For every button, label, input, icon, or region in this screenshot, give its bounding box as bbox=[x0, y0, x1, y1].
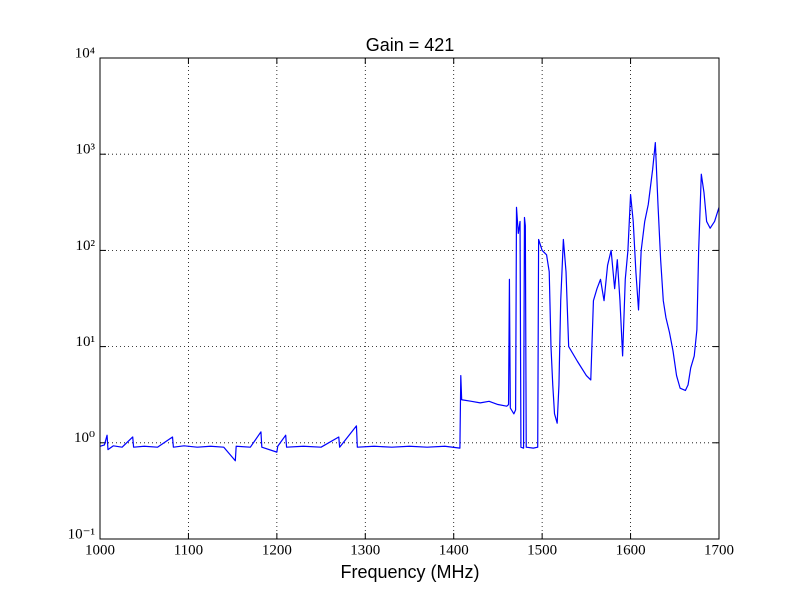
x-tick-label: 1300 bbox=[350, 542, 380, 558]
y-tick-label: 10¹ bbox=[76, 334, 96, 350]
x-tick-label: 1100 bbox=[174, 542, 203, 558]
x-tick-label: 1600 bbox=[616, 542, 646, 558]
x-axis-label: Frequency (MHz) bbox=[340, 562, 479, 582]
x-tick-label: 1400 bbox=[439, 542, 469, 558]
x-tick-label: 1500 bbox=[527, 542, 557, 558]
x-tick-label: 1200 bbox=[262, 542, 292, 558]
y-tick-label: 10⁴ bbox=[75, 45, 95, 61]
y-tick-label: 10² bbox=[76, 238, 96, 254]
chart-title: Gain = 421 bbox=[366, 35, 455, 55]
y-tick-label: 10⁰ bbox=[74, 430, 95, 446]
x-tick-label: 1000 bbox=[85, 542, 115, 558]
y-tick-label: 10⁻¹ bbox=[68, 526, 95, 542]
data-line bbox=[99, 142, 720, 462]
plot-frame bbox=[99, 57, 720, 540]
y-tick-label: 10³ bbox=[76, 142, 96, 158]
x-tick-label: 1700 bbox=[704, 542, 734, 558]
